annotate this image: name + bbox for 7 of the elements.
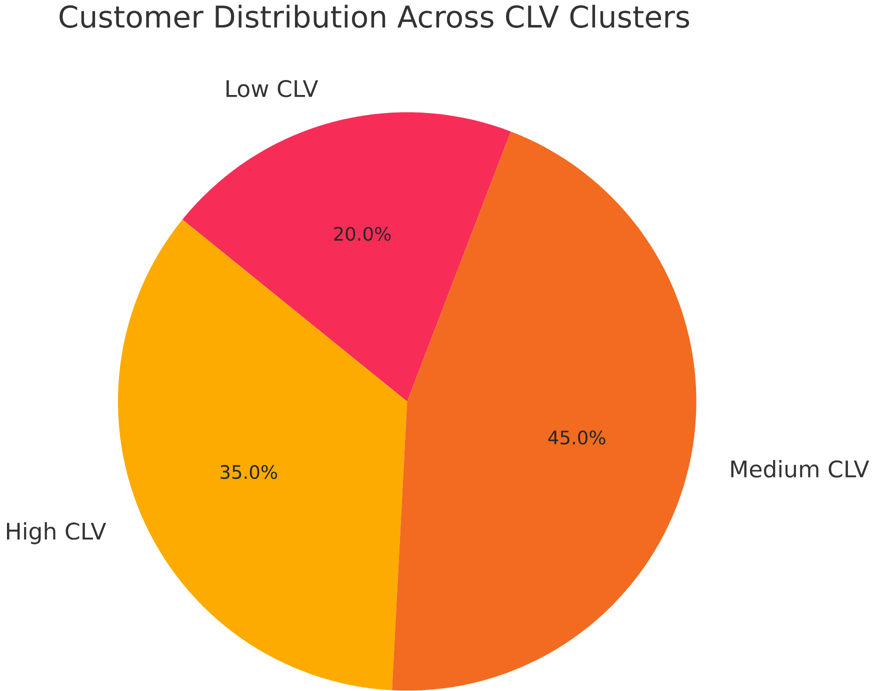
slice-label: Medium CLV (731, 460, 870, 478)
slice-label: High CLV (7, 522, 106, 544)
slice-label: Low CLV (226, 80, 318, 98)
data-label: 20.0% (334, 227, 391, 242)
chart-title: Customer Distribution Across CLV Clusters (60, 4, 690, 28)
data-label: 35.0% (220, 465, 278, 480)
data-label: 45.0% (548, 430, 606, 445)
